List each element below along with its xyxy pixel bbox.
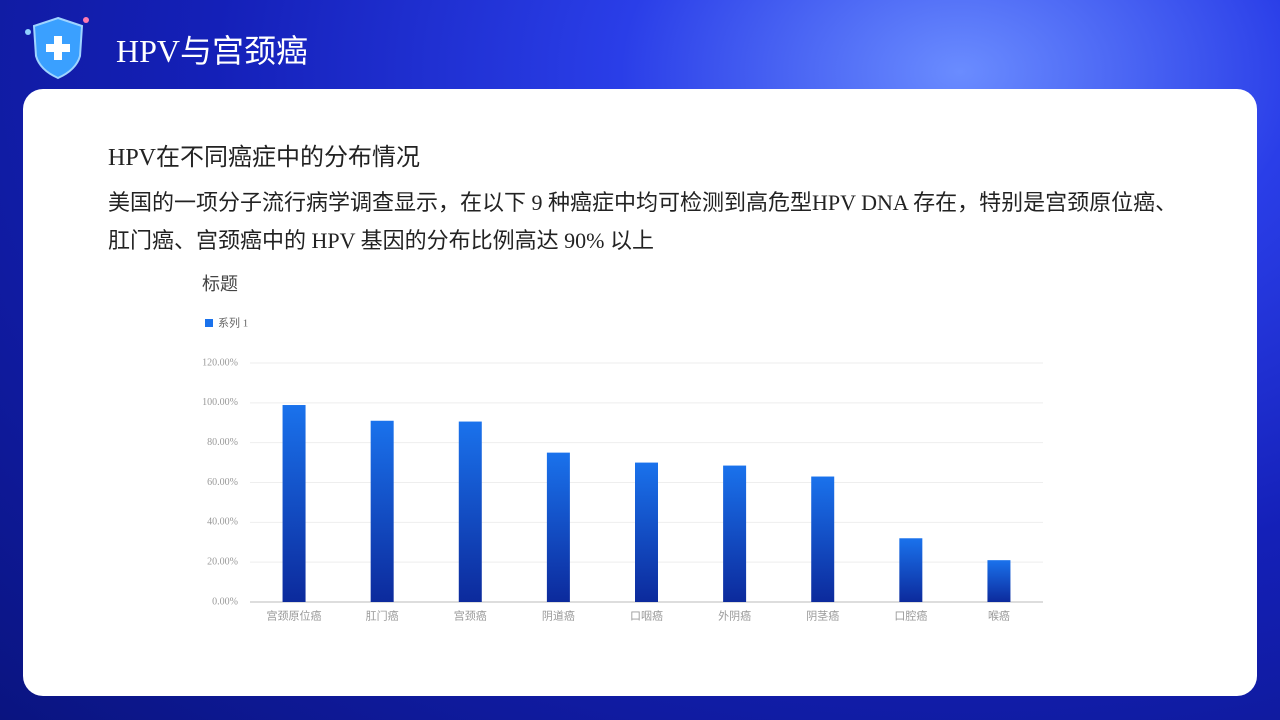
bar bbox=[635, 462, 658, 602]
bar bbox=[458, 421, 482, 602]
shield-icon bbox=[25, 16, 89, 80]
x-tick-label: 口腔癌 bbox=[894, 609, 927, 623]
section-heading: HPV在不同癌症中的分布情况 bbox=[108, 145, 421, 171]
x-tick-label: 口咽癌 bbox=[630, 609, 663, 623]
slide-title: HPV与宫颈癌 bbox=[116, 33, 309, 69]
bar bbox=[282, 405, 306, 602]
bar bbox=[811, 476, 835, 602]
bar bbox=[370, 420, 394, 602]
x-tick-label: 阴茎癌 bbox=[806, 609, 839, 623]
y-tick-label: 120.00% bbox=[202, 357, 238, 368]
y-tick-label: 40.00% bbox=[207, 517, 238, 528]
bar bbox=[723, 465, 747, 602]
x-tick-label: 阴道癌 bbox=[542, 609, 575, 623]
bar bbox=[546, 452, 570, 602]
legend-swatch bbox=[205, 319, 213, 327]
bar bbox=[899, 538, 923, 602]
x-tick-label: 宫颈原位癌 bbox=[267, 609, 322, 623]
legend-label: 系列 1 bbox=[218, 316, 248, 330]
x-tick-label: 肛门癌 bbox=[366, 609, 399, 623]
x-tick-label: 喉癌 bbox=[988, 609, 1010, 623]
y-tick-label: 20.00% bbox=[207, 556, 238, 567]
chart-title: 标题 bbox=[202, 274, 238, 294]
paragraph: 美国的一项分子流行病学调查显示，在以下 9 种癌症中均可检测到高危型HPV DN… bbox=[108, 190, 1178, 253]
y-tick-label: 80.00% bbox=[207, 437, 238, 448]
bar bbox=[987, 560, 1011, 602]
y-tick-label: 100.00% bbox=[202, 397, 238, 408]
y-tick-label: 60.00% bbox=[207, 477, 238, 488]
x-tick-label: 宫颈癌 bbox=[454, 609, 487, 623]
y-tick-label: 0.00% bbox=[212, 596, 238, 607]
x-tick-label: 外阴癌 bbox=[718, 609, 751, 623]
